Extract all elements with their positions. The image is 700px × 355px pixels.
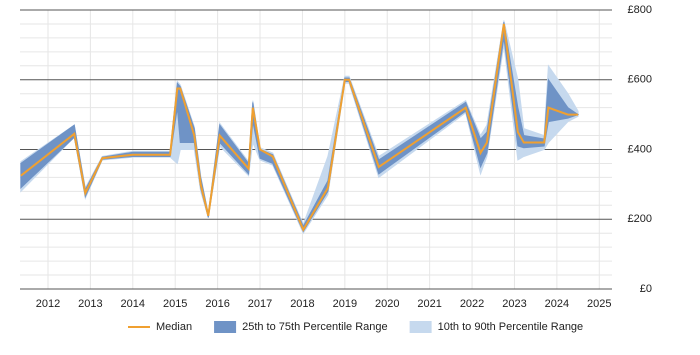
x-tick-label: 2012 (36, 298, 60, 310)
percentile-band (20, 20, 579, 235)
x-tick-label: 2020 (375, 298, 399, 310)
y-tick-label: £200 (628, 213, 652, 225)
x-tick-label: 2018 (290, 298, 314, 310)
x-tick-label: 2016 (205, 298, 229, 310)
x-tick-label: 2024 (545, 298, 569, 310)
median-line (20, 23, 579, 232)
x-tick-label: 2023 (502, 298, 526, 310)
y-tick-label: £800 (628, 4, 652, 16)
x-tick-label: 2021 (417, 298, 441, 310)
x-tick-label: 2017 (248, 298, 272, 310)
y-tick-label: £600 (628, 74, 652, 86)
x-tick-label: 2019 (333, 298, 357, 310)
legend-label: 10th to 90th Percentile Range (438, 321, 584, 333)
legend-swatch (409, 321, 432, 333)
x-tick-label: 2013 (78, 298, 102, 310)
y-tick-label: £400 (628, 143, 652, 155)
x-tick-label: 2014 (121, 298, 145, 310)
legend-label: Median (156, 321, 192, 333)
x-tick-label: 2015 (163, 298, 187, 310)
y-tick-label: £0 (640, 283, 652, 295)
percentile-band (20, 22, 580, 233)
legend-label: 25th to 75th Percentile Range (242, 321, 388, 333)
x-tick-label: 2025 (587, 298, 611, 310)
x-tick-label: 2022 (460, 298, 484, 310)
legend-swatch (214, 321, 237, 333)
